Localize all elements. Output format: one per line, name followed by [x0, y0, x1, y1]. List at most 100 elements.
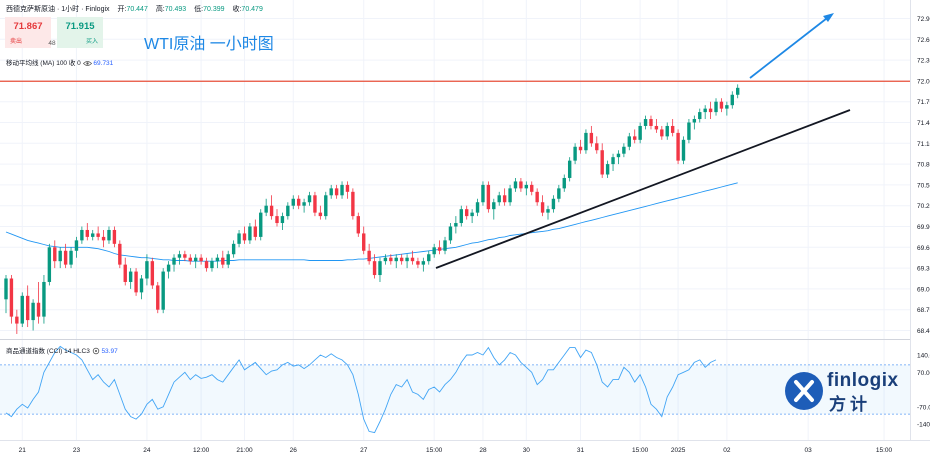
- cci-legend[interactable]: 商品通道指数 (CCI) 14 HLC3 53.97: [6, 345, 118, 355]
- candle: [410, 250, 415, 265]
- candle: [367, 243, 371, 265]
- candle-body: [730, 94, 734, 106]
- y-tick-label: 70.200: [917, 203, 930, 210]
- candle: [351, 188, 355, 220]
- arrow-up-right-icon[interactable]: [749, 14, 832, 79]
- candle-body: [383, 257, 388, 262]
- candle-body: [410, 257, 415, 262]
- cci-band-fill: [0, 364, 910, 415]
- y-tick-label: 71.700: [917, 99, 930, 106]
- candle: [248, 223, 252, 244]
- candle: [183, 250, 187, 262]
- candle: [118, 240, 122, 269]
- candle: [74, 236, 79, 258]
- candle-body: [221, 257, 225, 265]
- candle: [210, 257, 214, 272]
- candle-body: [465, 209, 469, 217]
- candle-body: [161, 271, 165, 310]
- y-tick-label: 71.400: [917, 120, 930, 127]
- candle: [172, 254, 176, 272]
- candle-body: [231, 243, 236, 255]
- candle: [291, 195, 295, 210]
- y-tick-label: 69.000: [917, 286, 930, 293]
- sell-label: 卖出: [10, 39, 23, 45]
- separator: ·: [81, 6, 84, 13]
- candle-body: [427, 254, 431, 262]
- candle: [470, 209, 474, 224]
- buy-price: 71.915: [65, 21, 95, 32]
- candle: [166, 261, 171, 279]
- symbol-name[interactable]: 西德克萨斯原油: [6, 6, 55, 13]
- buy-button[interactable]: 71.915 买入: [57, 17, 103, 48]
- candle: [562, 174, 566, 192]
- candle: [681, 136, 686, 165]
- candle: [134, 268, 138, 296]
- ma-line-layer: [5, 182, 738, 262]
- y-tick-label: 72.000: [917, 78, 930, 85]
- candle: [177, 250, 182, 265]
- candle: [378, 257, 382, 282]
- candle: [259, 209, 263, 241]
- trendline[interactable]: [435, 109, 851, 269]
- candle-body: [156, 285, 160, 310]
- candle: [600, 143, 604, 178]
- candle: [9, 275, 14, 324]
- candle: [654, 119, 659, 133]
- candle: [616, 150, 621, 165]
- candle: [69, 247, 73, 269]
- candle: [481, 181, 485, 206]
- candle: [150, 257, 155, 289]
- candle: [605, 160, 610, 178]
- candle-body: [676, 132, 680, 161]
- candle-body: [475, 202, 480, 213]
- candle-body: [437, 247, 442, 251]
- time-axis[interactable]: 21 23 24 12:00 21:00 26 27 15:00 28 30 31 15:00 2025…: [19, 447, 893, 454]
- y-tick-label: 69.300: [917, 266, 930, 273]
- candle: [708, 101, 713, 120]
- candle: [345, 181, 350, 199]
- candle-body: [324, 195, 328, 217]
- candle: [123, 257, 127, 286]
- candle: [443, 236, 447, 255]
- price-axis[interactable]: 72.900 72.600 72.300 72.000 71.700 71.400 71.1…: [917, 16, 930, 429]
- candle: [253, 219, 258, 241]
- candle-body: [714, 101, 718, 113]
- cci-value: 53.97: [101, 348, 118, 355]
- candle: [730, 91, 734, 109]
- candle-body: [399, 257, 404, 262]
- candles-layer: [4, 84, 740, 334]
- candle: [670, 119, 675, 137]
- candle: [692, 115, 697, 130]
- candle: [356, 212, 360, 237]
- candle-body: [519, 181, 523, 189]
- candle-body: [69, 250, 73, 265]
- candle: [643, 115, 648, 130]
- candle-body: [638, 125, 642, 140]
- chart-annotation-title: WTI原油 一小时图: [144, 36, 274, 53]
- candle: [649, 115, 653, 130]
- close-label: 收:: [232, 6, 242, 13]
- candle-body: [194, 257, 198, 262]
- x-tick-label: 30: [523, 447, 531, 454]
- cci-pane: [0, 345, 910, 434]
- symbol-header: 西德克萨斯原油 · 1小时 · Finlogix 开:70.447 高:70.4…: [6, 4, 263, 14]
- candle: [557, 184, 561, 203]
- finlogix-logo: finlogix 方计: [785, 370, 898, 414]
- candle: [15, 309, 19, 334]
- candle-body: [188, 257, 192, 262]
- candle: [633, 129, 637, 144]
- candle-body: [567, 160, 572, 178]
- spread-value: 48: [48, 40, 56, 47]
- eye-icon[interactable]: [82, 60, 92, 67]
- settings-icon[interactable]: [92, 347, 100, 355]
- sell-button[interactable]: 71.867 卖出: [5, 17, 51, 48]
- open-value: 70.447: [126, 6, 148, 13]
- candle: [242, 226, 247, 244]
- candle: [660, 125, 664, 140]
- ma-legend[interactable]: 移动平均线 (MA) 100 收 0 69.731: [6, 57, 113, 67]
- candle-body: [275, 216, 279, 224]
- interval[interactable]: 1小时: [61, 6, 80, 13]
- cci-params: 14 HLC3: [64, 348, 90, 355]
- candle: [286, 202, 290, 220]
